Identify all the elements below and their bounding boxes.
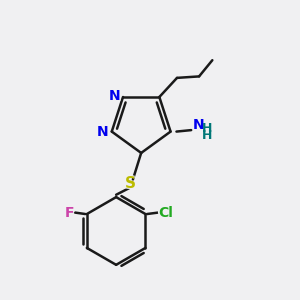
Text: F: F [63,204,75,222]
Text: H: H [200,127,214,145]
Text: S: S [123,174,137,194]
Text: N: N [108,88,120,103]
Text: N: N [97,125,109,140]
Text: H: H [202,122,213,135]
Text: H: H [202,130,213,142]
Text: F: F [64,206,74,220]
Text: N: N [193,118,204,132]
Text: N: N [107,86,122,104]
Text: Cl: Cl [158,206,173,220]
Text: N: N [95,124,110,142]
Text: N: N [191,116,206,134]
Text: Cl: Cl [156,204,175,222]
Text: S: S [124,176,136,191]
Text: H: H [200,120,214,138]
